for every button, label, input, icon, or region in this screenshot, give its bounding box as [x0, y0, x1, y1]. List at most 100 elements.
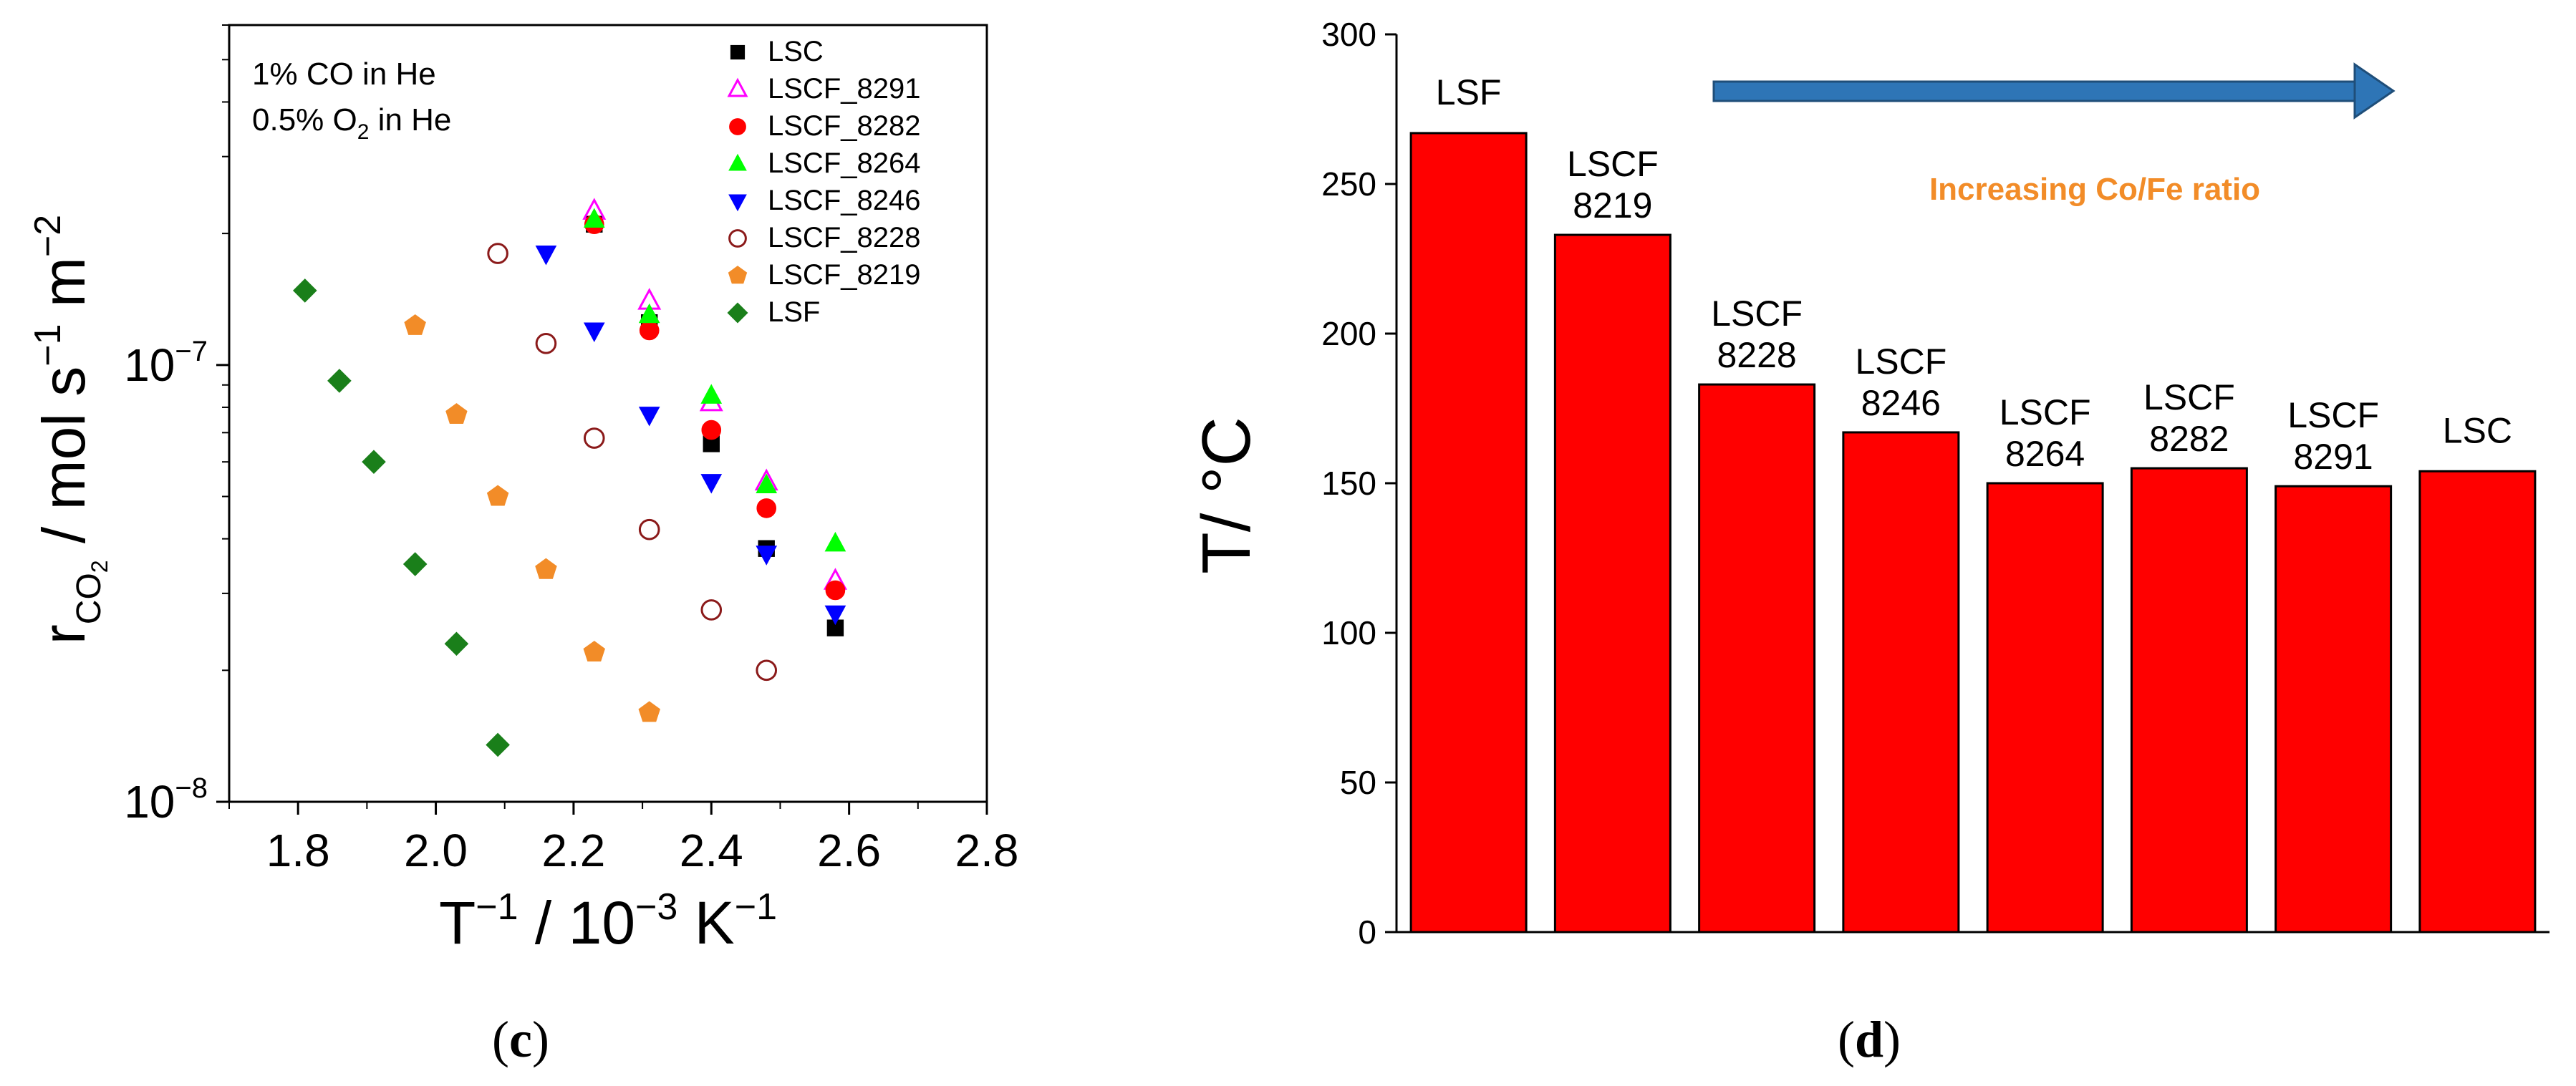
legend-label-lscf_8282: LSCF_8282	[768, 110, 920, 142]
point-lscf_8264	[756, 473, 778, 494]
series-lscf_8228	[487, 243, 778, 682]
point-lscf_8282	[756, 498, 777, 518]
panel-label-d: (d)	[1838, 1011, 1901, 1068]
point-lscf_8228	[487, 243, 508, 264]
bar-4	[1842, 431, 1960, 934]
bars-d	[1409, 132, 2537, 934]
point-lscf_8282	[825, 580, 846, 601]
y-axis-ticks-c: 10−7 10−8	[124, 24, 229, 828]
point-lscf_8264	[824, 531, 846, 552]
x-tick-label: 2.4	[680, 825, 743, 876]
point-lscf_8246	[700, 474, 723, 494]
legend-marker-lscf_8246	[728, 194, 747, 212]
series-lscf_8282	[584, 214, 846, 601]
bar-3	[1698, 383, 1816, 934]
condition-o2: 0.5% O2 in He	[252, 102, 451, 144]
x-tick-label: 1.8	[266, 825, 330, 876]
bar-label-line2: 8291	[2294, 437, 2373, 477]
bar-label-line2: 8246	[1861, 383, 1941, 423]
bar-1	[1409, 132, 1528, 934]
legend-label-lscf_8228: LSCF_8228	[768, 222, 920, 253]
bar-label-line2: 8264	[2005, 434, 2085, 474]
point-lscf_8219	[535, 558, 557, 579]
plot-frame-c	[228, 24, 988, 803]
point-lsf	[402, 552, 428, 576]
legend-label-lsf: LSF	[768, 296, 820, 328]
x-tick-label: 2.0	[404, 825, 468, 876]
y-tick-label-d: 50	[1340, 764, 1376, 801]
legend-label-lscf_8291: LSCF_8291	[768, 73, 920, 105]
bar-label-line1: LSCF	[1855, 341, 1947, 382]
point-lscf_8228	[535, 332, 557, 354]
x-tick-label: 2.6	[817, 825, 881, 876]
arrow-shaft	[1712, 80, 2358, 102]
point-lscf_8219	[583, 641, 605, 661]
legend-marker-lscf_8228	[728, 229, 747, 248]
point-lscf_8246	[583, 322, 605, 342]
point-lscf_8219	[404, 314, 426, 335]
legend-label-lscf_8246: LSCF_8246	[768, 185, 920, 216]
y-tick-label-d: 300	[1321, 16, 1376, 53]
point-lsf	[486, 732, 510, 757]
bar-label-line1: LSCF	[2143, 377, 2235, 417]
bar-2	[1553, 233, 1671, 934]
point-lscf_8282	[701, 420, 722, 440]
point-lscf_8246	[638, 407, 660, 427]
y-tick-label-d: 150	[1321, 465, 1376, 502]
point-lscf_8282	[639, 320, 660, 341]
y-axis-label-d: T/ °C	[1188, 417, 1265, 574]
arrow-head	[2353, 62, 2396, 120]
bar-label: LSC	[2443, 410, 2512, 450]
series-lsf	[292, 278, 510, 757]
y-tick-label-d: 250	[1321, 165, 1376, 203]
point-lsf	[292, 278, 317, 303]
point-lscf_8228	[756, 659, 778, 682]
legend-label-lscf_8264: LSCF_8264	[768, 147, 920, 179]
point-lscf_8219	[638, 701, 660, 722]
y-tick-label-d: 100	[1321, 614, 1376, 651]
point-lscf_8246	[535, 246, 557, 266]
increasing-arrow	[1712, 62, 2396, 120]
bar-7	[2274, 485, 2393, 934]
bar-label-line1: LSCF	[1567, 144, 1659, 184]
bar-label-line1: LSCF	[1999, 392, 2091, 432]
point-lscf_8228	[638, 518, 660, 540]
point-lscf_8264	[583, 208, 605, 228]
legend-marker-lscf_8282	[729, 118, 746, 135]
y-axis-d: 0 50 100 150 200 250 300	[1321, 16, 2550, 951]
legend-c: LSC LSCF_8291 LSCF_8282 LSCF_8264 LSCF_8246 L…	[727, 36, 920, 328]
y-tick-label-d: 0	[1358, 913, 1376, 951]
point-lsf	[362, 450, 386, 474]
y-tick-label: 10−8	[124, 772, 208, 828]
condition-co: 1% CO in He	[252, 57, 436, 92]
bar-6	[2130, 467, 2248, 934]
x-axis-label-c: T−1 / 10−3 K−1	[439, 886, 777, 956]
bar-8	[2418, 470, 2537, 934]
bar-5	[1986, 482, 2104, 934]
legend-marker-lscf_8219	[728, 266, 748, 284]
point-lsf	[444, 631, 469, 656]
bar-label-line1: LSCF	[1711, 294, 1803, 334]
point-lscf_8228	[700, 599, 723, 621]
series-lscf_8246	[535, 246, 846, 626]
legend-label-lsc: LSC	[768, 36, 824, 67]
legend-marker-lscf_8264	[728, 153, 747, 171]
panel-label-c: (c)	[492, 1011, 549, 1068]
x-axis-ticks-c: 1.8 2.0 2.2 2.4 2.6 2.8	[228, 802, 1019, 876]
point-lscf_8246	[824, 605, 846, 626]
point-lscf_8219	[486, 485, 509, 506]
point-lscf_8264	[700, 384, 723, 404]
data-points-c	[292, 198, 847, 757]
legend-marker-lsf	[727, 302, 748, 324]
condition-o2-sub: 2	[357, 120, 370, 144]
annotation-increasing-co-fe: Increasing Co/Fe ratio	[1929, 172, 2260, 207]
y-tick-label-d: 200	[1321, 315, 1376, 352]
y-tick-label: 10−7	[124, 336, 208, 391]
x-tick-label: 2.8	[955, 825, 1019, 876]
point-lsf	[327, 369, 352, 393]
bar-label: LSF	[1436, 72, 1502, 112]
legend-marker-lsc	[730, 44, 746, 60]
